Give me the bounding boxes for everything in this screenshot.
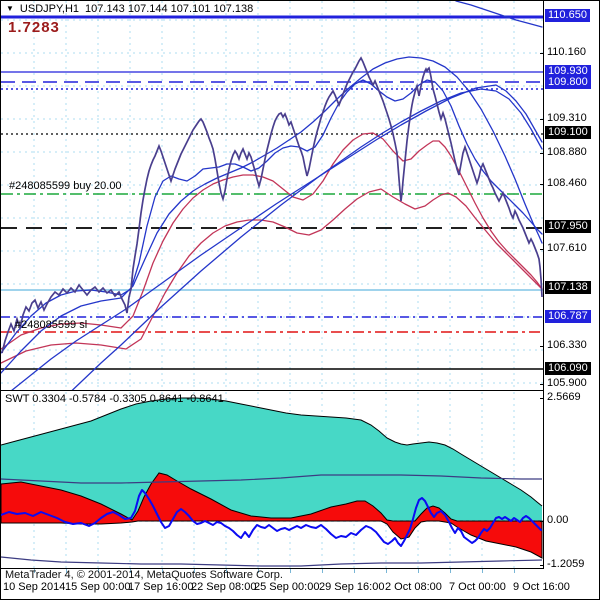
time-tick: [514, 569, 515, 573]
time-tick: [418, 569, 419, 573]
order-buy-label: #248085599 buy 20.00: [9, 180, 122, 192]
time-tick: [98, 569, 99, 573]
time-label-25-Sep-00-00: 25 Sep 00:00: [254, 581, 320, 593]
swt-axis-tick: [540, 521, 544, 522]
time-tick: [258, 569, 259, 573]
price-axis-border: [543, 1, 544, 569]
price-label-110.160: 110.160: [547, 46, 586, 58]
swt-axis-tick: [540, 565, 544, 566]
time-tick: [386, 569, 387, 573]
time-tick: [226, 569, 227, 573]
time-label-2-Oct-08-00: 2 Oct 08:00: [385, 581, 442, 593]
swt-teal-band: [1, 398, 542, 521]
copyright-text: MetaTrader 4, © 2001-2014, MetaQuotes So…: [5, 569, 283, 581]
main-price-pane: [1, 1, 543, 390]
swt-lower-band-line: [1, 556, 543, 567]
time-label-10-Sep-2014: 10 Sep 2014: [3, 581, 66, 593]
price-label-107.138: 107.138: [545, 281, 591, 294]
time-label-7-Oct-00-00: 7 Oct 00:00: [449, 581, 506, 593]
price-tick: [540, 346, 544, 347]
price-label-106.090: 106.090: [545, 362, 591, 375]
price-tick: [540, 384, 544, 385]
order-sl-label: #248085599 sl: [15, 319, 88, 331]
indicator-big-value: 1.7283: [8, 19, 60, 36]
time-label-9-Oct-16-00: 9 Oct 16:00: [513, 581, 570, 593]
price-label-108.460: 108.460: [547, 177, 587, 189]
time-tick: [66, 569, 67, 573]
swt-axis-tick: [540, 398, 544, 399]
chart-menu-dropdown-icon[interactable]: ▼: [6, 3, 14, 13]
price-label-106.330: 106.330: [547, 339, 587, 351]
time-tick: [322, 569, 323, 573]
time-tick: [130, 569, 131, 573]
time-label-15-Sep-00-00: 15 Sep 00:00: [65, 581, 131, 593]
pane-divider-swt-timeaxis: [1, 568, 543, 569]
swt-teal-outline: [1, 397, 543, 507]
time-label-22-Sep-08-00: 22 Sep 08:00: [191, 581, 257, 593]
price-tick: [540, 153, 544, 154]
curve-ma-fast: [1, 79, 543, 354]
swt-axis-label-2.5669: 2.5669: [547, 391, 581, 403]
price-tick: [540, 249, 544, 250]
price-label-109.930: 109.930: [545, 65, 591, 78]
price-label-109.800: 109.800: [545, 76, 591, 89]
time-tick: [450, 569, 451, 573]
swt-axis-label--1.2059: -1.2059: [547, 558, 585, 570]
price-tick: [540, 184, 544, 185]
time-tick: [34, 569, 35, 573]
time-tick: [482, 569, 483, 573]
price-label-109.100: 109.100: [545, 126, 591, 139]
price-label-107.950: 107.950: [545, 220, 591, 233]
curve-ma-envelope-arc: [1, 56, 543, 374]
price-label-105.900: 105.900: [547, 377, 587, 389]
time-label-29-Sep-16-00: 29 Sep 16:00: [319, 581, 385, 593]
price-tick: [540, 53, 544, 54]
time-axis[interactable]: 10 Sep 2014 15 Sep 00:00 17 Sep 16:00 22 Se…: [1, 569, 599, 599]
time-tick: [162, 569, 163, 573]
symbol-period-label: USDJPY,H1: [19, 2, 80, 15]
time-tick: [290, 569, 291, 573]
chart-title-bar: ▼ USDJPY,H1 107.143 107.144 107.101 107.…: [6, 2, 253, 15]
time-tick: [354, 569, 355, 573]
time-label-17-Sep-16-00: 17 Sep 16:00: [128, 581, 194, 593]
price-label-107.610: 107.610: [547, 242, 587, 254]
swt-oscillator-line: [1, 489, 542, 547]
swt-indicator-pane: [1, 392, 543, 568]
swt-axis-label-0.00: 0.00: [547, 514, 569, 526]
time-tick: [194, 569, 195, 573]
price-label-109.310: 109.310: [547, 112, 587, 124]
indicator-name-label: SWT 0.3304 -0.5784 -0.3305 0.8641 -0.864…: [5, 393, 224, 405]
price-label-110.650: 110.650: [545, 9, 590, 22]
ohlc-values: 107.143 107.144 107.101 107.138: [85, 2, 254, 15]
curve-ma-top-right: [455, 1, 543, 28]
price-label-108.880: 108.880: [547, 146, 587, 158]
price-tick: [540, 119, 544, 120]
pane-divider-main-swt[interactable]: [1, 390, 543, 391]
price-label-106.787: 106.787: [545, 310, 591, 323]
curve-ma-diag-steep: [71, 88, 543, 390]
price-axis[interactable]: 110.650 110.160 109.930 109.800 109.310 109.1…: [540, 1, 599, 570]
curve-crimson-fast: [1, 132, 543, 350]
curve-ma-diag: [11, 84, 543, 390]
price-bars-path: [1, 56, 543, 354]
swt-upper-band-line: [1, 474, 542, 484]
